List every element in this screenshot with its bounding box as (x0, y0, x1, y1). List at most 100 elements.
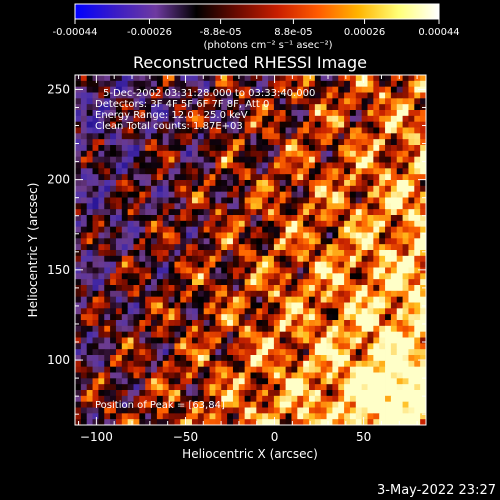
heatmap-cell (273, 145, 281, 152)
heatmap-cell (192, 98, 199, 105)
heatmap-cell (309, 185, 316, 193)
heatmap-cell (373, 191, 380, 198)
heatmap-cell (344, 133, 351, 140)
heatmap-cell (104, 244, 111, 251)
heatmap-cell (156, 244, 164, 251)
heatmap-cell (320, 121, 327, 128)
heatmap-cell (390, 349, 398, 356)
heatmap-cell (408, 197, 415, 204)
heatmap-cell (115, 302, 123, 309)
heatmap-cell (80, 401, 88, 408)
heatmap-cell (297, 302, 304, 309)
heatmap-cell (344, 150, 351, 158)
heatmap-cell (279, 168, 286, 175)
heatmap-cell (139, 92, 146, 99)
heatmap-cell (320, 215, 327, 222)
heatmap-cell (80, 75, 88, 82)
heatmap-cell (355, 384, 363, 391)
heatmap-cell (390, 279, 398, 286)
heatmap-cell (221, 261, 228, 268)
heatmap-cell (273, 308, 281, 315)
heatmap-cell (238, 390, 246, 397)
heatmap-cell (250, 92, 257, 99)
heatmap-cell (338, 104, 345, 111)
heatmap-cell (203, 273, 210, 280)
heatmap-cell (420, 290, 427, 298)
heatmap-cell (209, 145, 216, 152)
heatmap-cell (186, 139, 193, 146)
heatmap-cell (256, 209, 263, 216)
heatmap-cell (180, 121, 187, 128)
heatmap-cell (75, 162, 82, 169)
heatmap-cell (75, 215, 82, 222)
heatmap-cell (303, 139, 310, 146)
heatmap-cell (332, 279, 339, 286)
heatmap-cell (98, 331, 105, 338)
heatmap-cell (273, 261, 281, 268)
heatmap-cell (92, 390, 99, 397)
heatmap-cell (180, 337, 187, 344)
heatmap-cell (186, 238, 193, 245)
heatmap-cell (104, 156, 111, 163)
heatmap-cell (86, 92, 93, 99)
heatmap-cell (373, 127, 380, 134)
heatmap-cell (273, 302, 281, 309)
heatmap-cell (104, 349, 111, 356)
heatmap-cell (309, 115, 316, 123)
heatmap-cell (174, 232, 181, 239)
heatmap-cell (250, 80, 257, 88)
heatmap-cell (75, 360, 82, 368)
heatmap-cell (203, 244, 210, 251)
heatmap-cell (338, 121, 345, 128)
heatmap-cell (86, 261, 93, 268)
heatmap-cell (244, 250, 251, 257)
heatmap-cell (361, 285, 368, 292)
heatmap-cell (203, 296, 210, 303)
heatmap-cell (156, 197, 164, 204)
heatmap-cell (139, 261, 146, 268)
heatmap-cell (133, 232, 140, 239)
heatmap-cell (186, 115, 193, 123)
heatmap-cell (104, 320, 111, 327)
heatmap-cell (279, 104, 286, 111)
heatmap-cell (320, 343, 327, 350)
heatmap-cell (232, 162, 240, 169)
heatmap-cell (186, 401, 193, 408)
heatmap-cell (279, 80, 286, 88)
heatmap-cell (139, 250, 146, 257)
heatmap-cell (338, 92, 345, 99)
heatmap-cell (361, 384, 368, 391)
heatmap-cell (92, 355, 99, 362)
heatmap-cell (174, 250, 181, 257)
heatmap-cell (314, 250, 322, 257)
heatmap-cell (180, 180, 187, 187)
heatmap-cell (203, 331, 210, 338)
heatmap-cell (256, 162, 263, 169)
heatmap-cell (92, 80, 99, 88)
heatmap-cell (121, 168, 129, 175)
heatmap-cell (373, 115, 380, 123)
heatmap-cell (344, 244, 351, 251)
heatmap-cell (332, 320, 339, 327)
heatmap-cell (285, 372, 292, 379)
heatmap-cell (133, 145, 140, 152)
heatmap-cell (408, 209, 415, 216)
heatmap-cell (110, 343, 117, 350)
heatmap-cell (168, 285, 175, 292)
heatmap-cell (75, 197, 82, 204)
heatmap-cell (192, 419, 199, 426)
heatmap-cell (110, 261, 117, 268)
heatmap-cell (379, 191, 386, 198)
heatmap-cell (203, 302, 210, 309)
heatmap-cell (367, 232, 374, 239)
heatmap-cell (174, 401, 181, 408)
heatmap-cell (162, 308, 169, 315)
heatmap-cell (268, 80, 275, 88)
heatmap-cell (180, 331, 187, 338)
heatmap-cell (314, 86, 322, 93)
heatmap-cell (414, 98, 421, 105)
heatmap-cell (227, 127, 234, 134)
y-tick-label: 200 (47, 173, 70, 187)
heatmap-cell (279, 215, 286, 222)
heatmap-cell (396, 267, 403, 274)
